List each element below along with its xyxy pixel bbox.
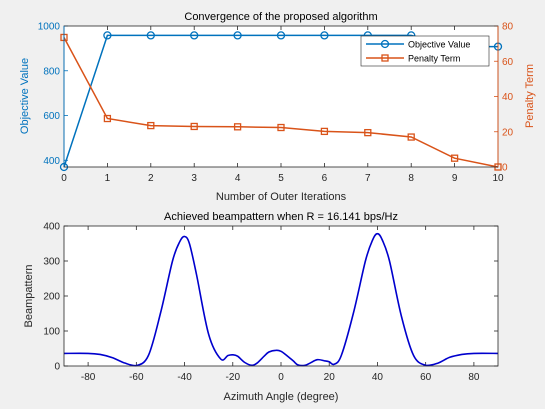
y-tick-label-right: 40: [502, 92, 514, 103]
beampattern-x-ticks: -80 -60 -40 -20 0 20 40 60 80: [81, 226, 480, 383]
y-tick-label-right: 80: [502, 22, 514, 33]
objective-value-point: [320, 31, 329, 40]
x-tick-label: 3: [191, 173, 197, 184]
beampattern-title: Achieved beampattern when R = 16.141 bps…: [164, 211, 398, 223]
x-tick-label: 40: [372, 372, 384, 383]
legend-objective-label: Objective Value: [408, 40, 470, 50]
x-tick-label: 4: [235, 173, 241, 184]
convergence-title: Convergence of the proposed algorithm: [184, 11, 377, 23]
x-tick-label: 8: [408, 173, 414, 184]
penalty-term-point: [233, 123, 242, 131]
legend-penalty-marker: [381, 54, 389, 62]
convergence-y-ticks-left: 400 600 800 1000: [38, 22, 68, 167]
x-tick-label: -60: [129, 372, 144, 383]
x-tick-label: 6: [322, 173, 328, 184]
convergence-legend: Objective Value Penalty Term: [360, 35, 490, 67]
y-tick-label-right: 20: [502, 127, 514, 138]
y-tick-label: 400: [43, 222, 60, 233]
objective-value-point: [103, 31, 112, 40]
x-tick-label: 7: [365, 173, 371, 184]
x-tick-label: 9: [452, 173, 458, 184]
penalty-term-point: [277, 123, 285, 132]
y-tick-label-left: 800: [43, 66, 60, 77]
beampattern-x-label: Azimuth Angle (degree): [224, 391, 339, 403]
x-tick-label: 10: [492, 173, 504, 184]
y-tick-label-right: 0: [502, 163, 508, 174]
x-tick-label: 1: [105, 173, 111, 184]
x-tick-label: 0: [278, 372, 284, 383]
y-tick-label: 300: [43, 257, 60, 268]
convergence-y-label-left: Objective Value: [19, 58, 31, 134]
x-tick-label: -80: [81, 372, 96, 383]
x-tick-label: -40: [177, 372, 192, 383]
objective-value-point: [146, 31, 155, 40]
y-tick-label-left: 400: [43, 156, 60, 167]
x-tick-label: 2: [148, 173, 154, 184]
beampattern-chart: Achieved beampattern when R = 16.141 bps…: [23, 211, 499, 403]
penalty-term-point: [103, 114, 112, 123]
beampattern-plot-area: [64, 226, 498, 366]
penalty-term-point: [450, 154, 459, 162]
convergence-y-label-right: Penalty Term: [524, 64, 536, 128]
objective-value-point: [190, 31, 199, 40]
x-tick-label: 5: [278, 173, 284, 184]
y-tick-label: 0: [54, 362, 60, 373]
penalty-term-point: [364, 128, 372, 137]
penalty-term-point: [190, 122, 198, 131]
y-tick-label-left: 600: [43, 111, 60, 122]
beampattern-series: [63, 232, 499, 367]
penalty-term-line: [63, 37, 499, 168]
legend-penalty-label: Penalty Term: [408, 54, 460, 64]
y-tick-label: 200: [43, 292, 60, 303]
x-tick-label: 60: [420, 372, 432, 383]
beampattern-axes-box: [63, 225, 499, 367]
objective-value-point: [276, 31, 286, 40]
beampattern-y-label: Beampattern: [23, 265, 35, 328]
y-tick-label: 100: [43, 327, 60, 338]
objective-value-point: [233, 31, 242, 40]
penalty-term-point: [320, 127, 329, 136]
convergence-x-label: Number of Outer Iterations: [216, 191, 347, 203]
x-tick-label: 20: [324, 372, 336, 383]
x-tick-label: -20: [226, 372, 241, 383]
legend-objective-marker: [380, 39, 390, 49]
y-tick-label-left: 1000: [38, 22, 61, 33]
beampattern-line: [63, 232, 499, 367]
x-tick-label: 0: [61, 173, 67, 184]
x-tick-label: 80: [468, 372, 480, 383]
penalty-term-point: [147, 121, 155, 130]
penalty-term-point: [407, 133, 415, 141]
convergence-x-ticks: 0 1 2 3 4 5 6 7 8 9 10: [61, 26, 504, 184]
y-tick-label-right: 60: [502, 57, 514, 68]
